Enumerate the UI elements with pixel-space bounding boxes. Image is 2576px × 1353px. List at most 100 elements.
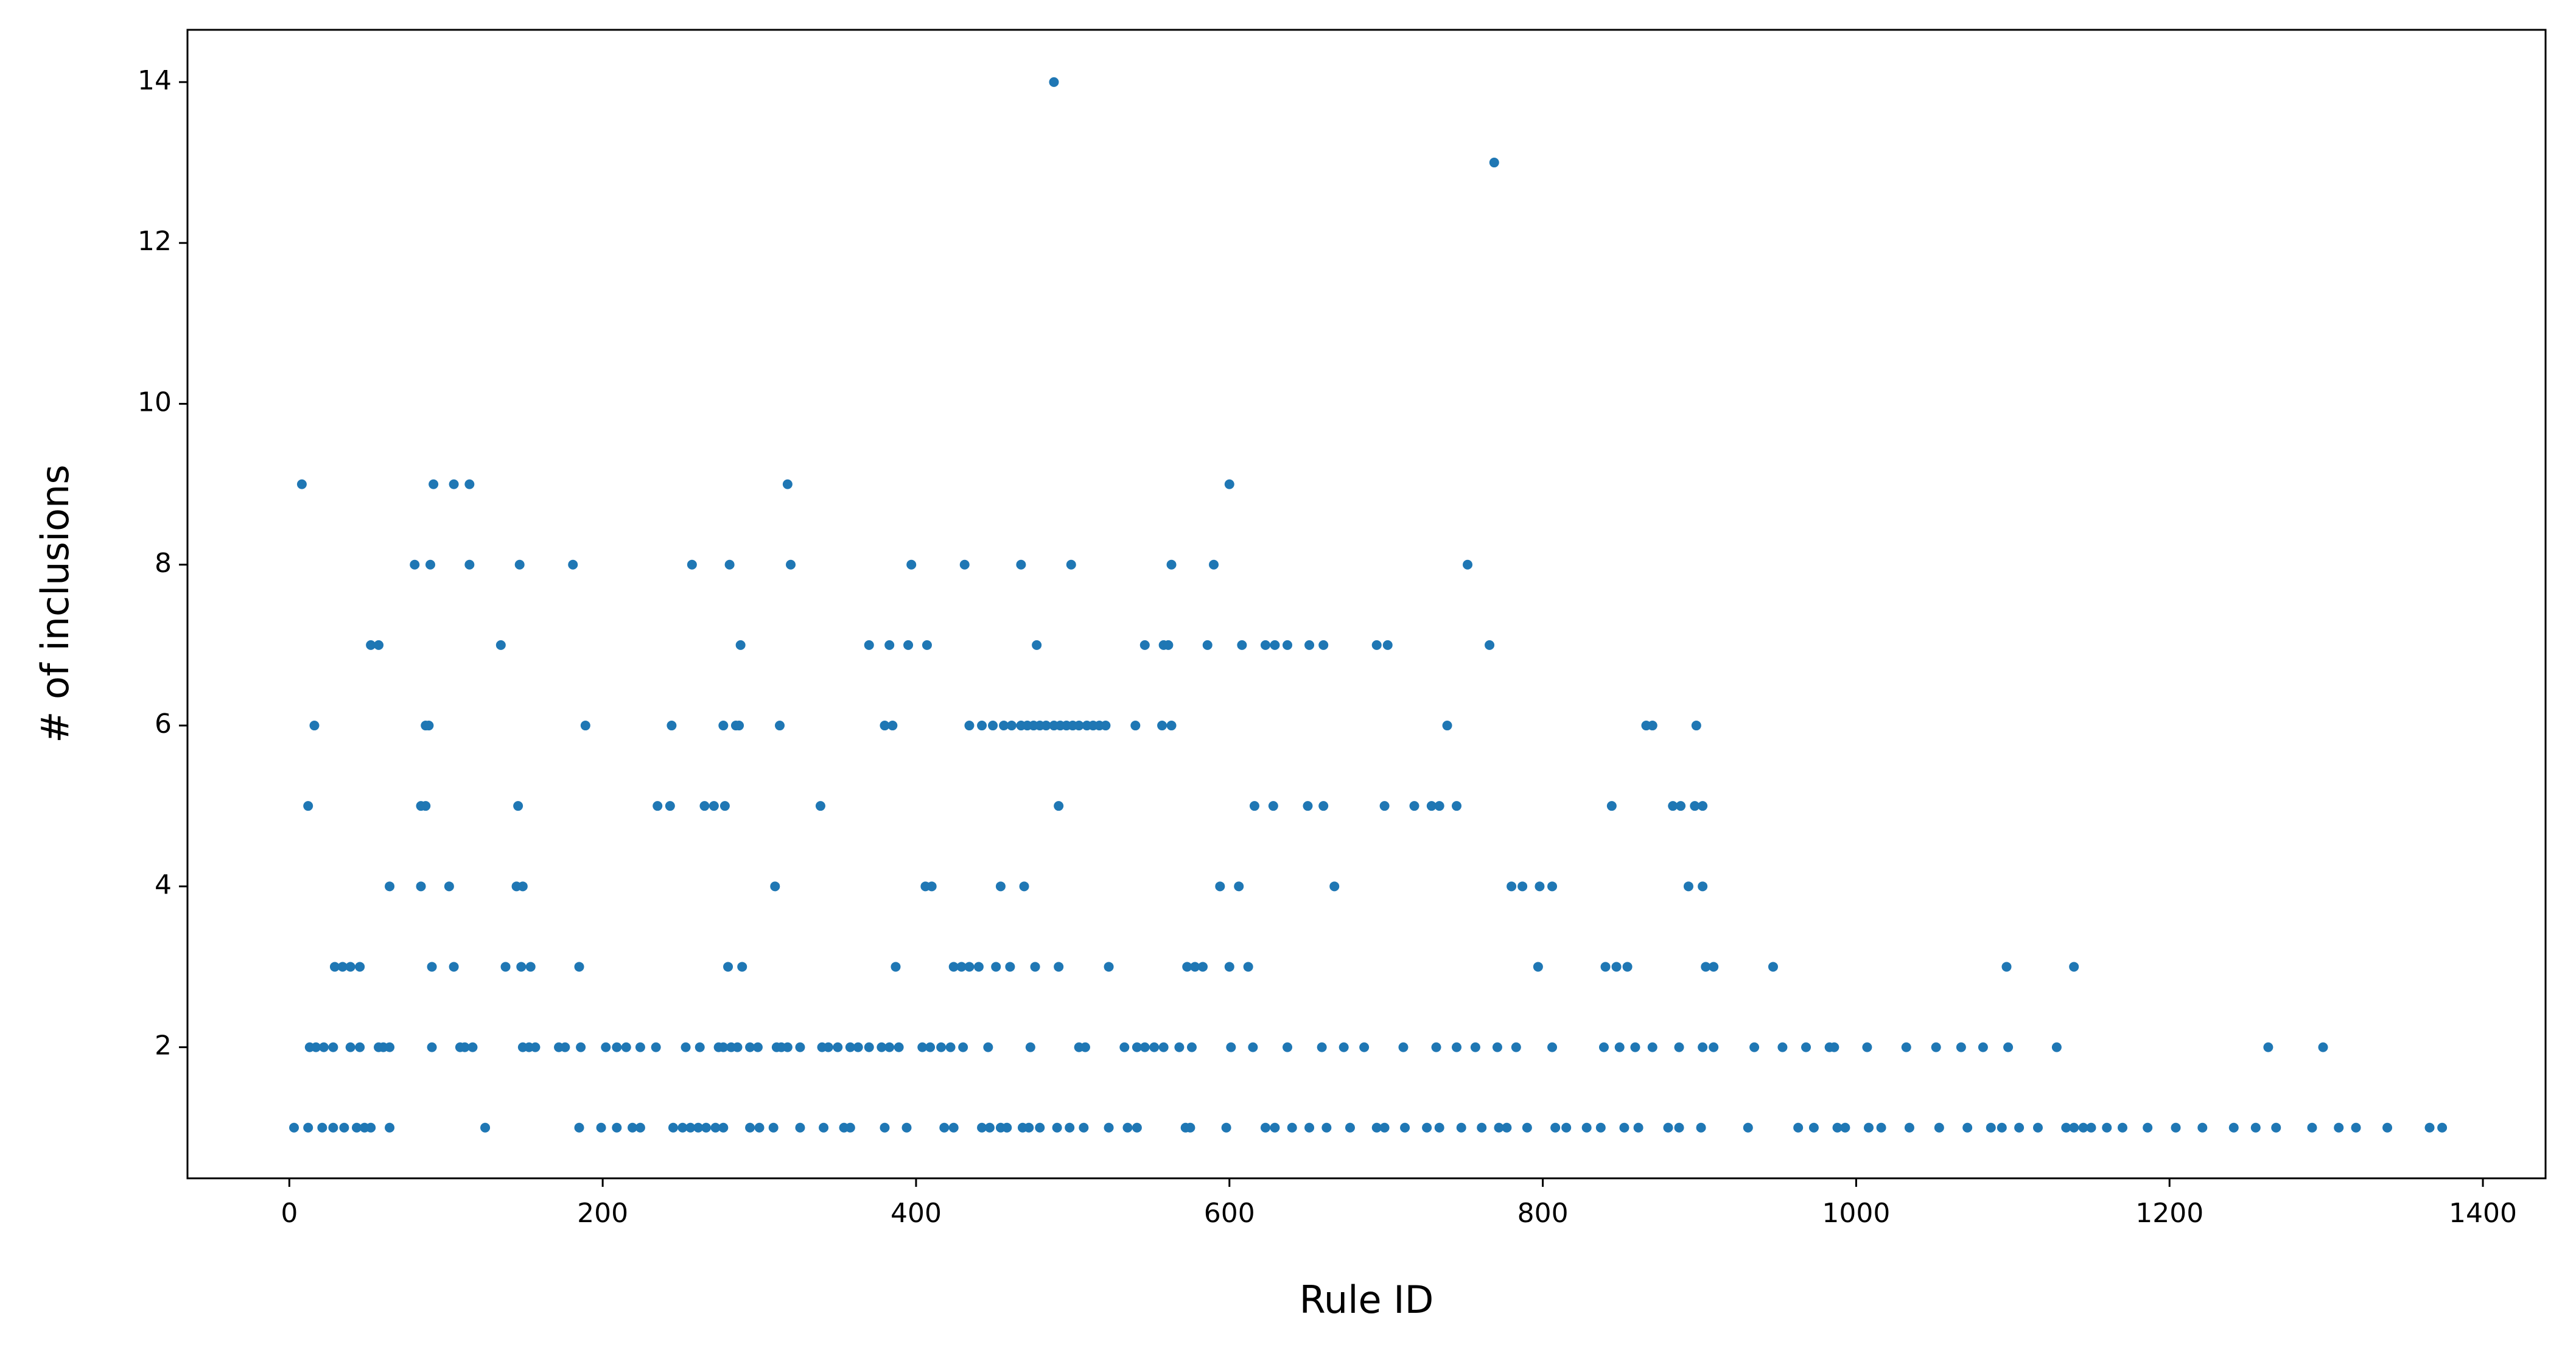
point	[1743, 1122, 1753, 1133]
point	[517, 881, 528, 892]
point	[366, 1122, 376, 1133]
point	[1248, 1042, 1258, 1052]
point	[782, 1042, 793, 1052]
point	[355, 962, 365, 972]
point	[1550, 1122, 1561, 1133]
point	[1434, 801, 1444, 811]
point	[845, 1042, 855, 1052]
point	[1614, 1042, 1625, 1052]
point	[1260, 1122, 1270, 1133]
point	[1198, 962, 1208, 972]
point	[1202, 640, 1213, 650]
point	[1931, 1042, 1941, 1052]
point	[317, 1122, 327, 1133]
point	[734, 721, 744, 731]
point	[701, 1122, 712, 1133]
point	[1304, 1122, 1315, 1133]
point	[1132, 1042, 1142, 1052]
point	[948, 1122, 959, 1133]
point	[1321, 1122, 1332, 1133]
point	[1002, 1122, 1012, 1133]
x-tick-label: 600	[1204, 1198, 1255, 1229]
point	[1561, 1122, 1572, 1133]
point	[735, 640, 746, 650]
point	[2143, 1122, 2153, 1133]
point	[901, 1122, 912, 1133]
point	[303, 1122, 313, 1133]
point	[1006, 721, 1017, 731]
point	[427, 1042, 437, 1052]
y-tick-label: 8	[155, 548, 172, 579]
point	[339, 1122, 349, 1133]
point	[580, 721, 590, 731]
point	[1502, 1122, 1512, 1133]
point	[1382, 640, 1393, 650]
point	[1431, 1042, 1441, 1052]
point	[1074, 721, 1084, 731]
point	[823, 1042, 833, 1052]
point	[1422, 1122, 1432, 1133]
point	[922, 640, 932, 650]
point	[421, 801, 431, 811]
point	[1158, 1042, 1169, 1052]
point	[991, 962, 1001, 972]
plot-frame	[186, 29, 2547, 1180]
point	[500, 962, 511, 972]
point	[1956, 1042, 1966, 1052]
point	[880, 1122, 890, 1133]
point	[1379, 1122, 1390, 1133]
point	[819, 1122, 829, 1133]
y-tick-label: 14	[138, 65, 172, 96]
point	[1005, 962, 1015, 972]
point	[612, 1042, 622, 1052]
x-tick-label: 200	[577, 1198, 628, 1229]
point	[1166, 559, 1177, 570]
point	[352, 1122, 362, 1133]
x-tick-label: 1000	[1822, 1198, 1890, 1229]
point	[795, 1122, 805, 1133]
point	[709, 801, 719, 811]
point	[2014, 1122, 2025, 1133]
point	[1986, 1122, 1996, 1133]
point	[337, 962, 348, 972]
point	[1359, 1042, 1370, 1052]
point	[1456, 1122, 1466, 1133]
point	[1426, 801, 1437, 811]
point	[1209, 559, 1219, 570]
point	[1606, 801, 1617, 811]
point	[1691, 721, 1701, 731]
point	[693, 1122, 704, 1133]
point	[444, 881, 454, 892]
point	[1304, 640, 1315, 650]
point	[1463, 559, 1473, 570]
point	[752, 1042, 763, 1052]
point	[1962, 1122, 1973, 1133]
point	[718, 721, 729, 731]
point	[1234, 881, 1244, 892]
point	[464, 479, 475, 489]
point	[1237, 640, 1247, 650]
point	[1683, 881, 1693, 892]
point	[1287, 1122, 1297, 1133]
point	[999, 721, 1009, 731]
point	[1303, 801, 1313, 811]
point	[845, 1122, 855, 1133]
point	[328, 1042, 338, 1052]
point	[1215, 881, 1225, 892]
point	[1157, 721, 1167, 731]
point	[1066, 559, 1076, 570]
point	[1041, 721, 1051, 731]
point	[1793, 1122, 1804, 1133]
point	[977, 1122, 987, 1133]
point	[1054, 962, 1064, 972]
point	[1270, 1122, 1280, 1133]
point	[959, 559, 970, 570]
y-tick-label: 12	[138, 226, 172, 257]
point	[1630, 1042, 1640, 1052]
point	[1104, 1122, 1114, 1133]
point	[719, 801, 730, 811]
point	[948, 962, 959, 972]
point	[2001, 962, 2012, 972]
point	[410, 559, 420, 570]
point	[1485, 640, 1495, 650]
